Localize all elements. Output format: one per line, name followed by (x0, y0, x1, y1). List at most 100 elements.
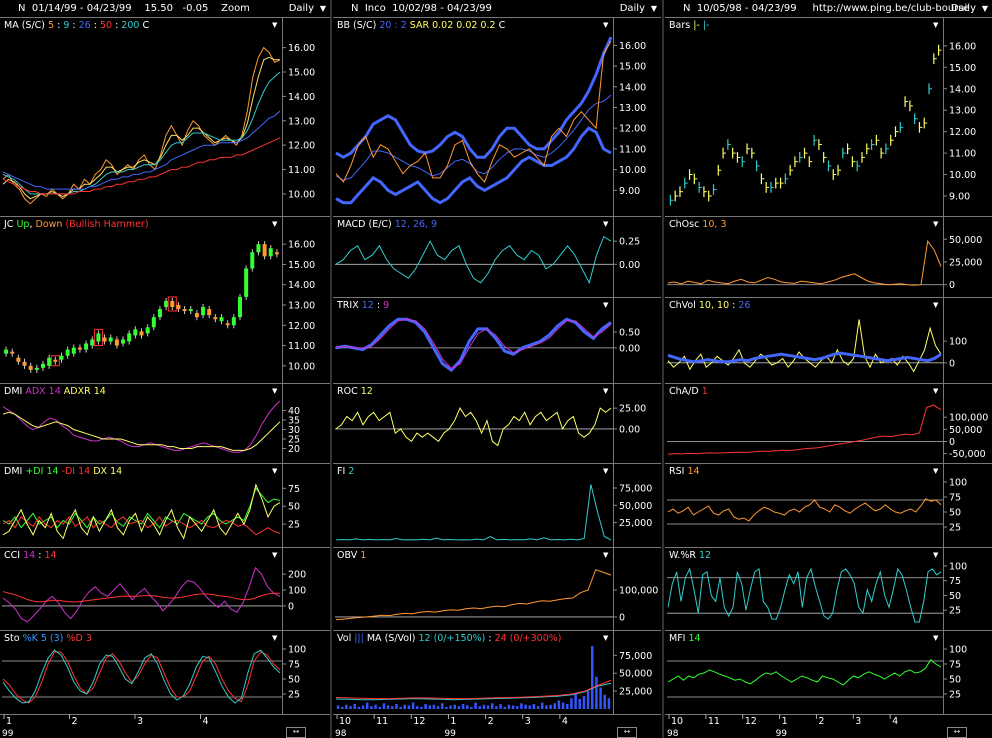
panel-menu-icon[interactable]: ▼ (933, 220, 939, 228)
panel-menu-icon[interactable]: ▼ (272, 387, 278, 395)
panel-menu-icon[interactable]: ▼ (603, 387, 609, 395)
panel-legend: FI 2 (337, 466, 354, 477)
legend-item: ChVol (669, 300, 699, 311)
panel-menu-icon[interactable]: ▼ (603, 467, 609, 475)
x-tick-label: 1 (6, 716, 12, 727)
legend-item: FI (337, 466, 348, 477)
legend-item: : (54, 20, 63, 31)
candle (16, 357, 21, 362)
series-line (667, 498, 942, 522)
panel-c2p3: 0.00 0.50 TRIX 12 : 9 ▼ (333, 297, 661, 383)
y-tick-label: 35 (288, 415, 300, 426)
x-tick-label: 3 (855, 716, 861, 727)
panel-legend: ChOsc 10, 3 (669, 219, 727, 230)
x-tick-label: 4 (892, 716, 898, 727)
x-tick-label: 12 (745, 716, 757, 727)
scroll-arrows-icon[interactable]: ↔ (617, 727, 637, 738)
chart-title: N Inco 10/02/98 - 04/23/99 (351, 3, 492, 14)
y-tick-label: 50,000 (619, 501, 652, 512)
legend-item: DMI (4, 466, 25, 477)
series-line (335, 36, 613, 159)
chevron-down-icon[interactable]: ▼ (319, 4, 326, 13)
legend-item: W.%R (669, 550, 699, 561)
series-line (2, 483, 281, 540)
legend-item: SAR 0.02 0.02 0.2 (407, 20, 496, 31)
y-tick-label: 11.00 (949, 149, 976, 160)
candle (84, 343, 89, 350)
period-selector[interactable]: Daily (619, 3, 645, 14)
year-label: 98 (335, 729, 347, 738)
y-tick-label: 0.00 (619, 343, 640, 354)
y-tick-label: 50 (288, 502, 300, 513)
y-tick-label: 16.00 (619, 41, 646, 52)
legend-item: ChOsc (669, 219, 702, 230)
y-tick-label: 14.00 (288, 92, 315, 103)
panel-legend: DMI ADX 14 ADXR 14 (4, 386, 106, 397)
candle (127, 333, 132, 342)
y-tick-label: 25 (288, 434, 300, 445)
panel-menu-icon[interactable]: ▼ (603, 220, 609, 228)
series-line (2, 651, 281, 704)
x-tick-label: 4 (562, 716, 568, 727)
y-tick-label: 15.00 (619, 62, 646, 73)
panel-menu-icon[interactable]: ▼ (272, 21, 278, 29)
panel-menu-icon[interactable]: ▼ (933, 387, 939, 395)
legend-item: Up (16, 219, 29, 230)
y-tick-label: -50,000 (949, 449, 986, 460)
year-label: 99 (444, 729, 456, 738)
legend-item: -DI 14 (59, 466, 91, 477)
panel-c1p6: 25 50 75 100 Sto %K 5 (3) %D 3 ▼ (0, 630, 330, 714)
period-selector[interactable]: Daily (288, 3, 314, 14)
panel-menu-icon[interactable]: ▼ (933, 21, 939, 29)
y-tick-label: 0 (949, 280, 955, 291)
y-tick-label: 25 (949, 690, 961, 701)
y-tick-label: 12.00 (288, 321, 315, 332)
candle (256, 244, 261, 253)
series-line (2, 516, 281, 536)
legend-item: Sto (4, 633, 23, 644)
panel-menu-icon[interactable]: ▼ (933, 634, 939, 642)
legend-item: 12 (362, 300, 374, 311)
scroll-arrows-icon[interactable]: ↔ (286, 727, 306, 738)
legend-item: : (112, 20, 121, 31)
panel-menu-icon[interactable]: ▼ (272, 634, 278, 642)
chevron-down-icon[interactable]: ▼ (981, 4, 988, 13)
panel-menu-icon[interactable]: ▼ (603, 301, 609, 309)
panel-menu-icon[interactable]: ▼ (933, 467, 939, 475)
panel-menu-icon[interactable]: ▼ (272, 467, 278, 475)
candle (225, 323, 230, 326)
scroll-arrows-icon[interactable]: ↔ (947, 727, 967, 738)
panel-menu-icon[interactable]: ▼ (603, 634, 609, 642)
panel-menu-icon[interactable]: ▼ (933, 551, 939, 559)
series-line (2, 591, 280, 603)
legend-item: 12 (0/+150%) (418, 633, 485, 644)
series-line (667, 239, 942, 286)
panel-menu-icon[interactable]: ▼ (933, 301, 939, 309)
series-line (2, 71, 281, 195)
panel-c1p5: 0 100 200 CCI 14 : 14 ▼ (0, 547, 330, 630)
chevron-down-icon[interactable]: ▼ (650, 4, 657, 13)
legend-item: 26 (738, 300, 750, 311)
panel-menu-icon[interactable]: ▼ (603, 551, 609, 559)
candle (41, 363, 46, 368)
panel-menu-icon[interactable]: ▼ (603, 21, 609, 29)
panel-legend: MA (S/C) 5 : 9 : 26 : 50 : 200 C (4, 20, 149, 31)
panel-legend: Vol ||| MA (S/Vol) 12 (0/+150%) : 24 (0/… (337, 633, 562, 644)
panel-c1p2: 10.00 11.00 12.00 13.00 14.00 15.00 16.00 JC Up… (0, 216, 330, 383)
legend-item: TRIX (336, 300, 362, 311)
period-selector[interactable]: Daily (950, 3, 976, 14)
legend-item: %K 5 (3) (23, 633, 64, 644)
legend-item: ADX 14 (25, 386, 60, 397)
y-tick-label: 0.00 (619, 424, 640, 435)
volume-average-line (335, 682, 612, 701)
panel-c3p2: 0 25,000 50,000 ChOsc 10, 3 ▼ (665, 216, 992, 297)
y-tick-label: 75,000 (619, 651, 652, 662)
panel-menu-icon[interactable]: ▼ (272, 220, 278, 228)
candle (250, 252, 255, 269)
candle (90, 339, 95, 346)
chart-title: N 10/05/98 - 04/23/99 http://www.ping.be… (683, 3, 970, 14)
panel-menu-icon[interactable]: ▼ (272, 551, 278, 559)
x-tick-label: 3 (525, 716, 531, 727)
candle (139, 331, 144, 336)
y-tick-label: 50 (949, 675, 961, 686)
